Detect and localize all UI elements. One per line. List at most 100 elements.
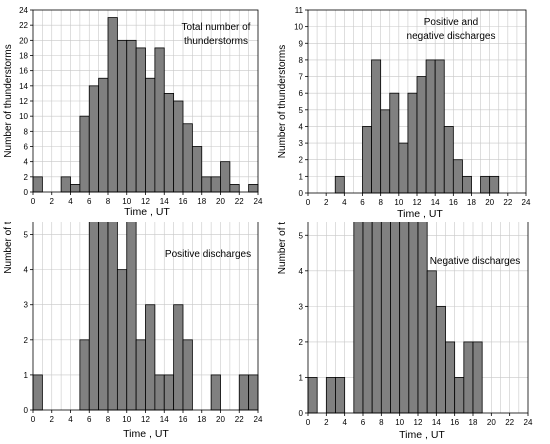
histogram-bar — [334, 175, 345, 194]
histogram-bar — [371, 222, 382, 414]
x-tick-label: 20 — [216, 197, 225, 206]
x-tick-label: 18 — [469, 418, 478, 427]
histogram-bar — [238, 374, 250, 411]
histogram-bar — [229, 184, 240, 193]
chart-negative-discharges-svg: 01234567891011024681012141618202224Time … — [277, 222, 533, 441]
histogram-bar — [173, 304, 184, 411]
histogram-bar — [210, 374, 221, 411]
x-tick-label: 12 — [141, 415, 150, 424]
histogram-bar — [135, 47, 146, 193]
y-tick-label: 10 — [19, 112, 28, 121]
x-tick-label: 2 — [50, 415, 55, 424]
x-axis-label: Time , UT — [124, 206, 170, 218]
x-tick-label: 16 — [179, 197, 188, 206]
histogram-bar — [325, 377, 336, 414]
histogram-bar — [60, 176, 71, 193]
histogram-bar — [417, 222, 428, 414]
x-tick-label: 18 — [197, 415, 206, 424]
histogram-bar — [32, 374, 43, 411]
y-axis-label: Number of thunderstorms — [277, 45, 288, 158]
histogram-bar — [98, 222, 109, 411]
y-tick-label: 11 — [295, 6, 304, 15]
y-tick-label: 10 — [294, 23, 303, 32]
histogram-bar — [116, 39, 128, 193]
chart-annotation: negative discharges — [407, 31, 496, 42]
chart-total-thunderstorms: 0 2 4 6 8 10 12 14 16 18 20 22 24 0 2 4 6 8 10 12 14 16 18 20 22… — [0, 0, 275, 222]
y-tick-label: 3 — [299, 302, 304, 311]
x-tick-label: 6 — [87, 197, 92, 206]
histogram-bar — [107, 17, 118, 193]
y-tick-label: 4 — [299, 267, 304, 276]
histogram-bar — [335, 377, 346, 414]
y-tick-label: 2 — [299, 156, 304, 165]
histogram-bar — [70, 184, 81, 193]
histogram-bar — [362, 222, 373, 414]
x-tick-label: 14 — [160, 415, 169, 424]
x-tick-label: 6 — [87, 415, 92, 424]
y-tick-label: 14 — [19, 82, 28, 91]
y-tick-label: 16 — [19, 67, 28, 76]
y-axis-label: Number of thunderstorms — [277, 222, 288, 274]
chart-annotation: Positive and — [424, 17, 478, 28]
histogram-bar — [107, 222, 118, 411]
histogram-bar — [135, 339, 146, 411]
x-tick-label: 2 — [324, 418, 329, 427]
x-tick-label: 8 — [378, 198, 383, 207]
y-axis-label: Number of thunderstorms — [3, 222, 14, 274]
histogram-bar — [126, 39, 137, 193]
x-tick-label: 20 — [216, 415, 225, 424]
x-tick-label: 0 — [306, 198, 311, 207]
x-tick-label: 4 — [342, 198, 347, 207]
y-tick-label: 6 — [24, 143, 29, 152]
histogram-bar — [463, 341, 474, 414]
histogram-bar — [445, 341, 456, 414]
histogram-bar — [425, 59, 436, 194]
y-axis-label: Number of thunderstorms — [3, 44, 14, 157]
y-tick-label: 0 — [24, 406, 29, 415]
x-tick-label: 24 — [522, 198, 531, 207]
histogram-bar — [163, 93, 175, 193]
histogram-bar — [32, 176, 43, 193]
histogram-bar — [79, 339, 90, 411]
y-tick-label: 1 — [24, 371, 29, 380]
x-tick-label: 24 — [254, 197, 263, 206]
y-tick-label: 7 — [299, 73, 304, 82]
histogram-bar — [399, 222, 410, 414]
histogram-bar — [390, 222, 401, 414]
x-tick-label: 8 — [106, 197, 111, 206]
x-tick-label: 24 — [524, 418, 533, 427]
x-tick-label: 0 — [306, 418, 311, 427]
y-tick-label: 5 — [24, 231, 29, 240]
histogram-bar — [220, 161, 231, 193]
y-tick-label: 24 — [19, 6, 28, 15]
chart-negative-discharges: 01234567891011024681012141618202224Time … — [275, 222, 550, 444]
y-tick-label: 0 — [24, 188, 29, 197]
y-tick-label: 4 — [24, 158, 29, 167]
histogram-bar — [380, 109, 391, 194]
y-tick-label: 2 — [299, 338, 304, 347]
x-tick-label: 8 — [379, 418, 384, 427]
x-tick-label: 8 — [106, 415, 111, 424]
histogram-bar — [210, 176, 221, 193]
histogram-bar — [452, 159, 463, 194]
x-tick-label: 22 — [505, 418, 514, 427]
y-tick-label: 22 — [19, 21, 28, 30]
histogram-bar — [416, 76, 427, 194]
histogram-bar — [248, 374, 259, 411]
chart-annotation: Total number of — [182, 22, 251, 33]
x-tick-label: 18 — [467, 198, 476, 207]
x-tick-label: 14 — [431, 198, 440, 207]
x-tick-label: 4 — [68, 415, 73, 424]
x-tick-label: 2 — [50, 197, 55, 206]
x-tick-label: 20 — [487, 418, 496, 427]
y-tick-label: 12 — [19, 97, 28, 106]
histogram-bar — [398, 142, 409, 194]
x-tick-label: 16 — [449, 198, 458, 207]
histogram-bar — [371, 59, 382, 194]
histogram-bar — [454, 377, 465, 414]
histogram-bar — [435, 305, 446, 414]
histogram-bar — [434, 59, 445, 194]
y-tick-label: 3 — [24, 301, 29, 310]
x-tick-label: 6 — [360, 198, 365, 207]
